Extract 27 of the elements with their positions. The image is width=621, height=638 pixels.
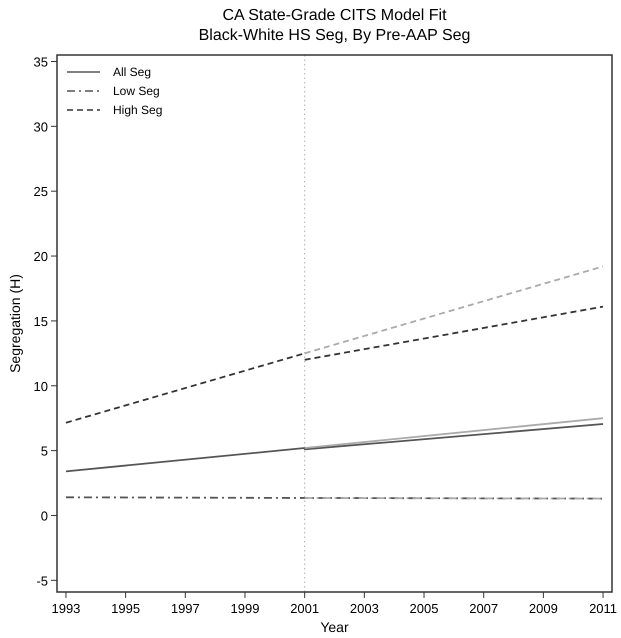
x-tick-label: 1995 [111,601,140,616]
chart-subtitle: Black-White HS Seg, By Pre-AAP Seg [198,27,470,44]
y-tick-label: 0 [40,508,48,524]
y-tick-label: -5 [36,573,48,588]
chart-title: CA State-Grade CITS Model Fit [222,7,448,24]
legend-label: All Seg [113,65,152,79]
x-tick-label: 2011 [589,601,618,616]
y-tick-label: 20 [34,249,48,264]
x-tick-label: 2001 [290,601,320,616]
y-tick-label: 5 [40,444,48,459]
x-tick-label: 1993 [51,601,80,616]
line-series [65,423,604,472]
x-tick-label: 2007 [469,601,498,616]
x-tick-label: 2003 [350,601,379,616]
x-tick-label: 2009 [528,601,558,616]
y-tick-label: 15 [34,314,48,329]
legend-label: Low Seg [113,84,160,98]
x-tick-label: 1997 [170,601,200,616]
y-tick-label: 35 [34,54,48,70]
y-tick-label: 25 [34,184,48,200]
y-axis-title: Segregation (H) [7,274,23,373]
x-axis-title: Year [320,619,349,635]
legend-label: High Seg [113,103,162,117]
x-tick-label: 2005 [410,601,438,616]
y-tick-label: 10 [34,378,48,394]
x-tick-label: 1999 [230,601,260,616]
y-tick-label: 30 [34,119,48,134]
